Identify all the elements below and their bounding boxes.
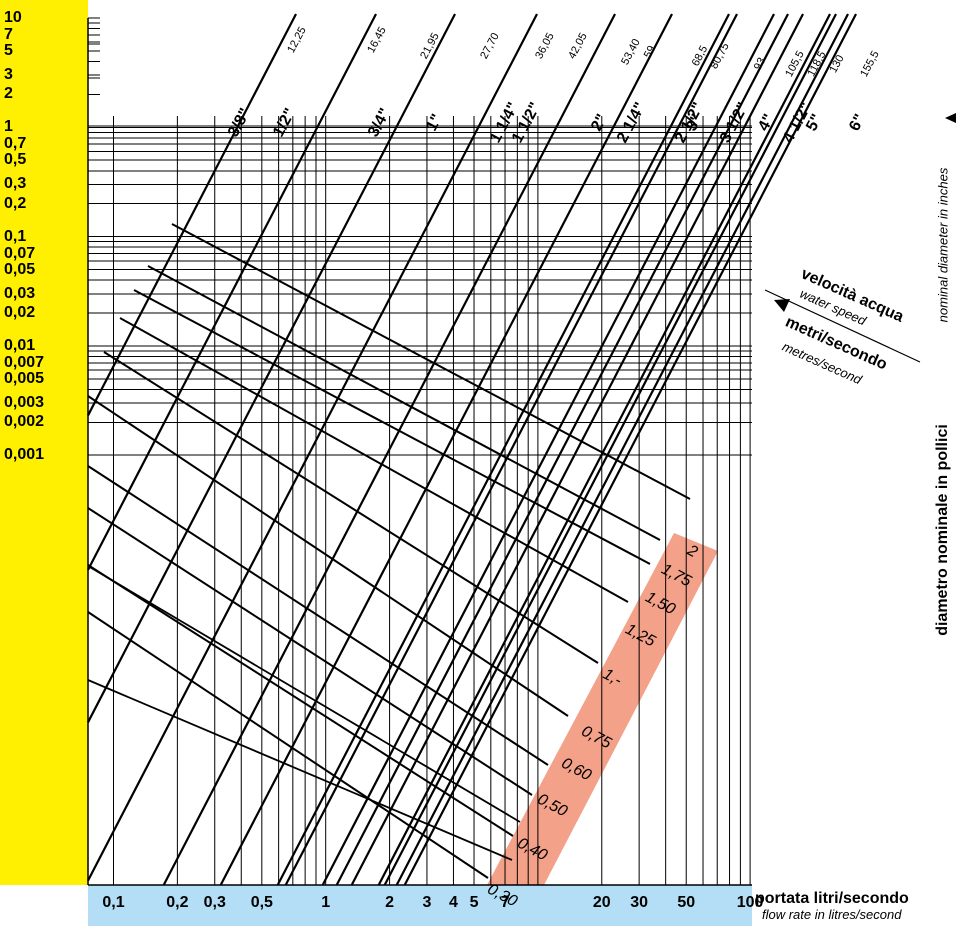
- x-tick-label: 4: [449, 894, 458, 911]
- velocity-band: [487, 533, 718, 885]
- velocity-line: [87, 507, 533, 796]
- diameter-line: [350, 13, 804, 886]
- diameter-line: [87, 13, 377, 571]
- y-tick-label: 10: [4, 9, 22, 26]
- x-axis-panel: [88, 885, 752, 926]
- diameter-line: [383, 13, 837, 886]
- x-tick-label: 7: [500, 894, 510, 911]
- x-tick-label: 50: [677, 894, 696, 911]
- y-axis-subtitle: nominal diameter in inches: [935, 167, 951, 323]
- x-tick-label: 20: [592, 894, 611, 911]
- x-tick-label: 100: [736, 894, 764, 911]
- velocity-line: [103, 351, 599, 664]
- velocity-line-extra: [87, 679, 513, 861]
- x-tick-label: 0,3: [203, 894, 226, 911]
- x-tick-label: 2: [385, 894, 395, 911]
- velocity-line: [87, 465, 549, 766]
- y-tick-label: 0,1: [4, 227, 27, 245]
- x-tick-label: 0,2: [166, 894, 189, 911]
- x-tick-label: 3: [422, 894, 432, 911]
- y-tick-label: 1: [4, 118, 13, 136]
- diameter-line: [87, 13, 538, 882]
- diameter-line: [219, 13, 673, 886]
- x-tick-label: 5: [469, 894, 479, 911]
- x-tick-label: 0,1: [102, 894, 125, 911]
- x-tick-label: 30: [630, 894, 649, 911]
- diameter-line: [377, 13, 831, 886]
- y-axis-panel: [0, 0, 88, 885]
- velocity-line: [147, 265, 661, 541]
- velocity-line-extra: [87, 565, 521, 823]
- diameter-line: [276, 13, 730, 886]
- y-tick-label: 2: [4, 85, 13, 103]
- velocity-line: [87, 611, 489, 879]
- x-axis-title: portata litri/secondo: [755, 890, 909, 907]
- x-tick-label: 0,5: [250, 894, 273, 911]
- diameter-arrow-head: [945, 113, 956, 123]
- y-tick-label: 0,2: [4, 194, 27, 212]
- diameter-line: [395, 13, 849, 886]
- velocity-line: [87, 395, 569, 717]
- y-tick-label: 0,02: [4, 303, 36, 321]
- diameter-line: [162, 13, 616, 886]
- diameter-line: [87, 13, 456, 723]
- y-tick-label: 0,05: [4, 260, 36, 278]
- velocity-line: [171, 223, 691, 500]
- x-tick-label: 1: [321, 894, 331, 911]
- y-tick-label: 7: [4, 25, 13, 43]
- y-tick-label: 0,002: [4, 413, 45, 431]
- diameter-line: [321, 13, 775, 886]
- diameter-line: [335, 13, 789, 886]
- diameter-line: [403, 13, 857, 886]
- y-tick-label: 3: [4, 66, 13, 84]
- velocity-arrow-line: [764, 289, 921, 363]
- velocity-line: [133, 289, 651, 565]
- velocity-line: [119, 317, 629, 603]
- y-axis-title: diametro nominale in pollici: [934, 424, 951, 636]
- y-tick-label: 0,3: [4, 175, 27, 193]
- y-tick-label: 0,03: [4, 284, 36, 302]
- y-tick-label: 0,003: [4, 394, 45, 412]
- y-tick-label: 0,005: [4, 369, 45, 387]
- y-tick-label: 5: [4, 41, 13, 59]
- velocity-line: [87, 564, 514, 837]
- y-tick-label: 0,01: [4, 336, 36, 354]
- y-tick-label: 0,007: [4, 353, 45, 371]
- velocity-arrow-head: [774, 299, 790, 312]
- y-tick-label: 0,001: [4, 446, 45, 464]
- y-tick-label: 0,7: [4, 135, 27, 153]
- x-axis-subtitle: flow rate in litres/second: [762, 907, 902, 922]
- y-tick-label: 0,5: [4, 151, 27, 169]
- diameter-line: [87, 13, 297, 416]
- y-tick-label: 0,07: [4, 244, 36, 262]
